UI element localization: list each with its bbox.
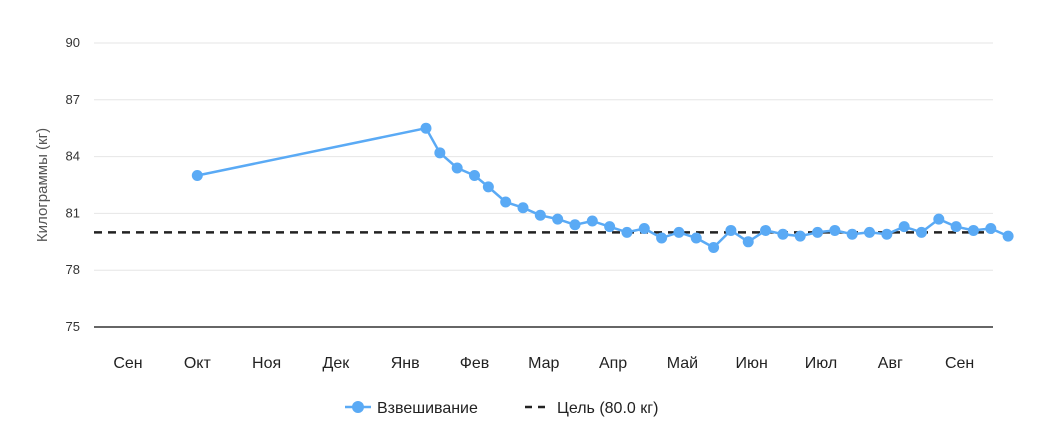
- grid: [94, 42, 993, 271]
- x-tick-label: Мар: [528, 355, 559, 372]
- weight-point[interactable]: [420, 122, 432, 134]
- weight-point[interactable]: [985, 223, 997, 235]
- weight-point[interactable]: [794, 230, 806, 242]
- weight-point[interactable]: [881, 228, 893, 240]
- legend-target-label: Цель (80.0 кг): [557, 400, 658, 417]
- y-axis-label: Килограммы (кг): [34, 128, 51, 242]
- weight-point[interactable]: [569, 219, 581, 231]
- weight-point[interactable]: [742, 236, 754, 248]
- weight-point[interactable]: [621, 226, 633, 238]
- x-tick-label: Ноя: [252, 355, 281, 372]
- weight-point[interactable]: [586, 215, 598, 227]
- weight-point[interactable]: [846, 228, 858, 240]
- weight-point[interactable]: [933, 213, 945, 225]
- weight-point[interactable]: [915, 226, 927, 238]
- x-tick-label: Май: [667, 355, 698, 372]
- x-tick-label: Фев: [460, 355, 490, 372]
- legend-weight-label: Взвешивание: [377, 400, 478, 417]
- y-tick-label: 84: [66, 149, 80, 164]
- weight-point[interactable]: [777, 228, 789, 240]
- weight-point[interactable]: [1002, 230, 1014, 242]
- legend-item-target[interactable]: Цель (80.0 кг): [525, 400, 658, 417]
- weight-point[interactable]: [690, 232, 702, 244]
- x-tick-label: Июн: [736, 355, 768, 372]
- x-tick-label: Апр: [599, 355, 627, 372]
- y-tick-label: 87: [66, 92, 80, 107]
- weight-point[interactable]: [469, 170, 480, 182]
- weight-point[interactable]: [967, 224, 979, 236]
- weight-point[interactable]: [552, 213, 564, 225]
- weight-point[interactable]: [500, 196, 512, 208]
- weight-point[interactable]: [760, 224, 772, 236]
- weight-point[interactable]: [604, 221, 616, 233]
- weight-point[interactable]: [812, 226, 824, 238]
- weight-point[interactable]: [638, 223, 650, 235]
- y-tick-label: 78: [66, 262, 80, 277]
- weight-point[interactable]: [898, 221, 910, 233]
- x-tick-labels: Сен Окт Ноя Дек Янв Фев Мар Апр Май Июн Июл Авг Сен: [113, 355, 974, 372]
- x-tick-label: Дек: [323, 355, 351, 372]
- weight-point[interactable]: [656, 232, 668, 244]
- weight-point[interactable]: [673, 226, 685, 238]
- weight-point[interactable]: [451, 162, 463, 174]
- weight-point[interactable]: [864, 226, 876, 238]
- weight-point[interactable]: [725, 224, 737, 236]
- x-tick-label: Авг: [878, 355, 903, 372]
- weight-point[interactable]: [434, 147, 446, 159]
- y-tick-label: 75: [66, 319, 80, 334]
- weight-point[interactable]: [950, 221, 962, 233]
- y-tick-label: 81: [66, 205, 80, 220]
- weight-point[interactable]: [534, 209, 546, 221]
- legend-weight-swatch-dot: [352, 401, 364, 413]
- weight-point[interactable]: [191, 170, 203, 182]
- y-tick-label: 90: [66, 35, 80, 50]
- x-tick-label: Янв: [391, 355, 420, 372]
- weight-point[interactable]: [829, 224, 841, 236]
- weight-point[interactable]: [708, 241, 720, 253]
- weight-point[interactable]: [517, 202, 529, 214]
- legend: Взвешивание Цель (80.0 кг): [345, 400, 658, 417]
- legend-item-weight[interactable]: Взвешивание: [345, 400, 478, 417]
- x-tick-label: Сен: [945, 355, 974, 372]
- x-tick-label: Июл: [805, 355, 837, 372]
- weight-point[interactable]: [482, 181, 494, 193]
- x-tick-label: Окт: [184, 355, 212, 372]
- x-tick-label: Сен: [113, 355, 142, 372]
- y-tick-labels: 75 78 81 84 87 90: [66, 35, 80, 334]
- weight-series-points: [191, 122, 1014, 253]
